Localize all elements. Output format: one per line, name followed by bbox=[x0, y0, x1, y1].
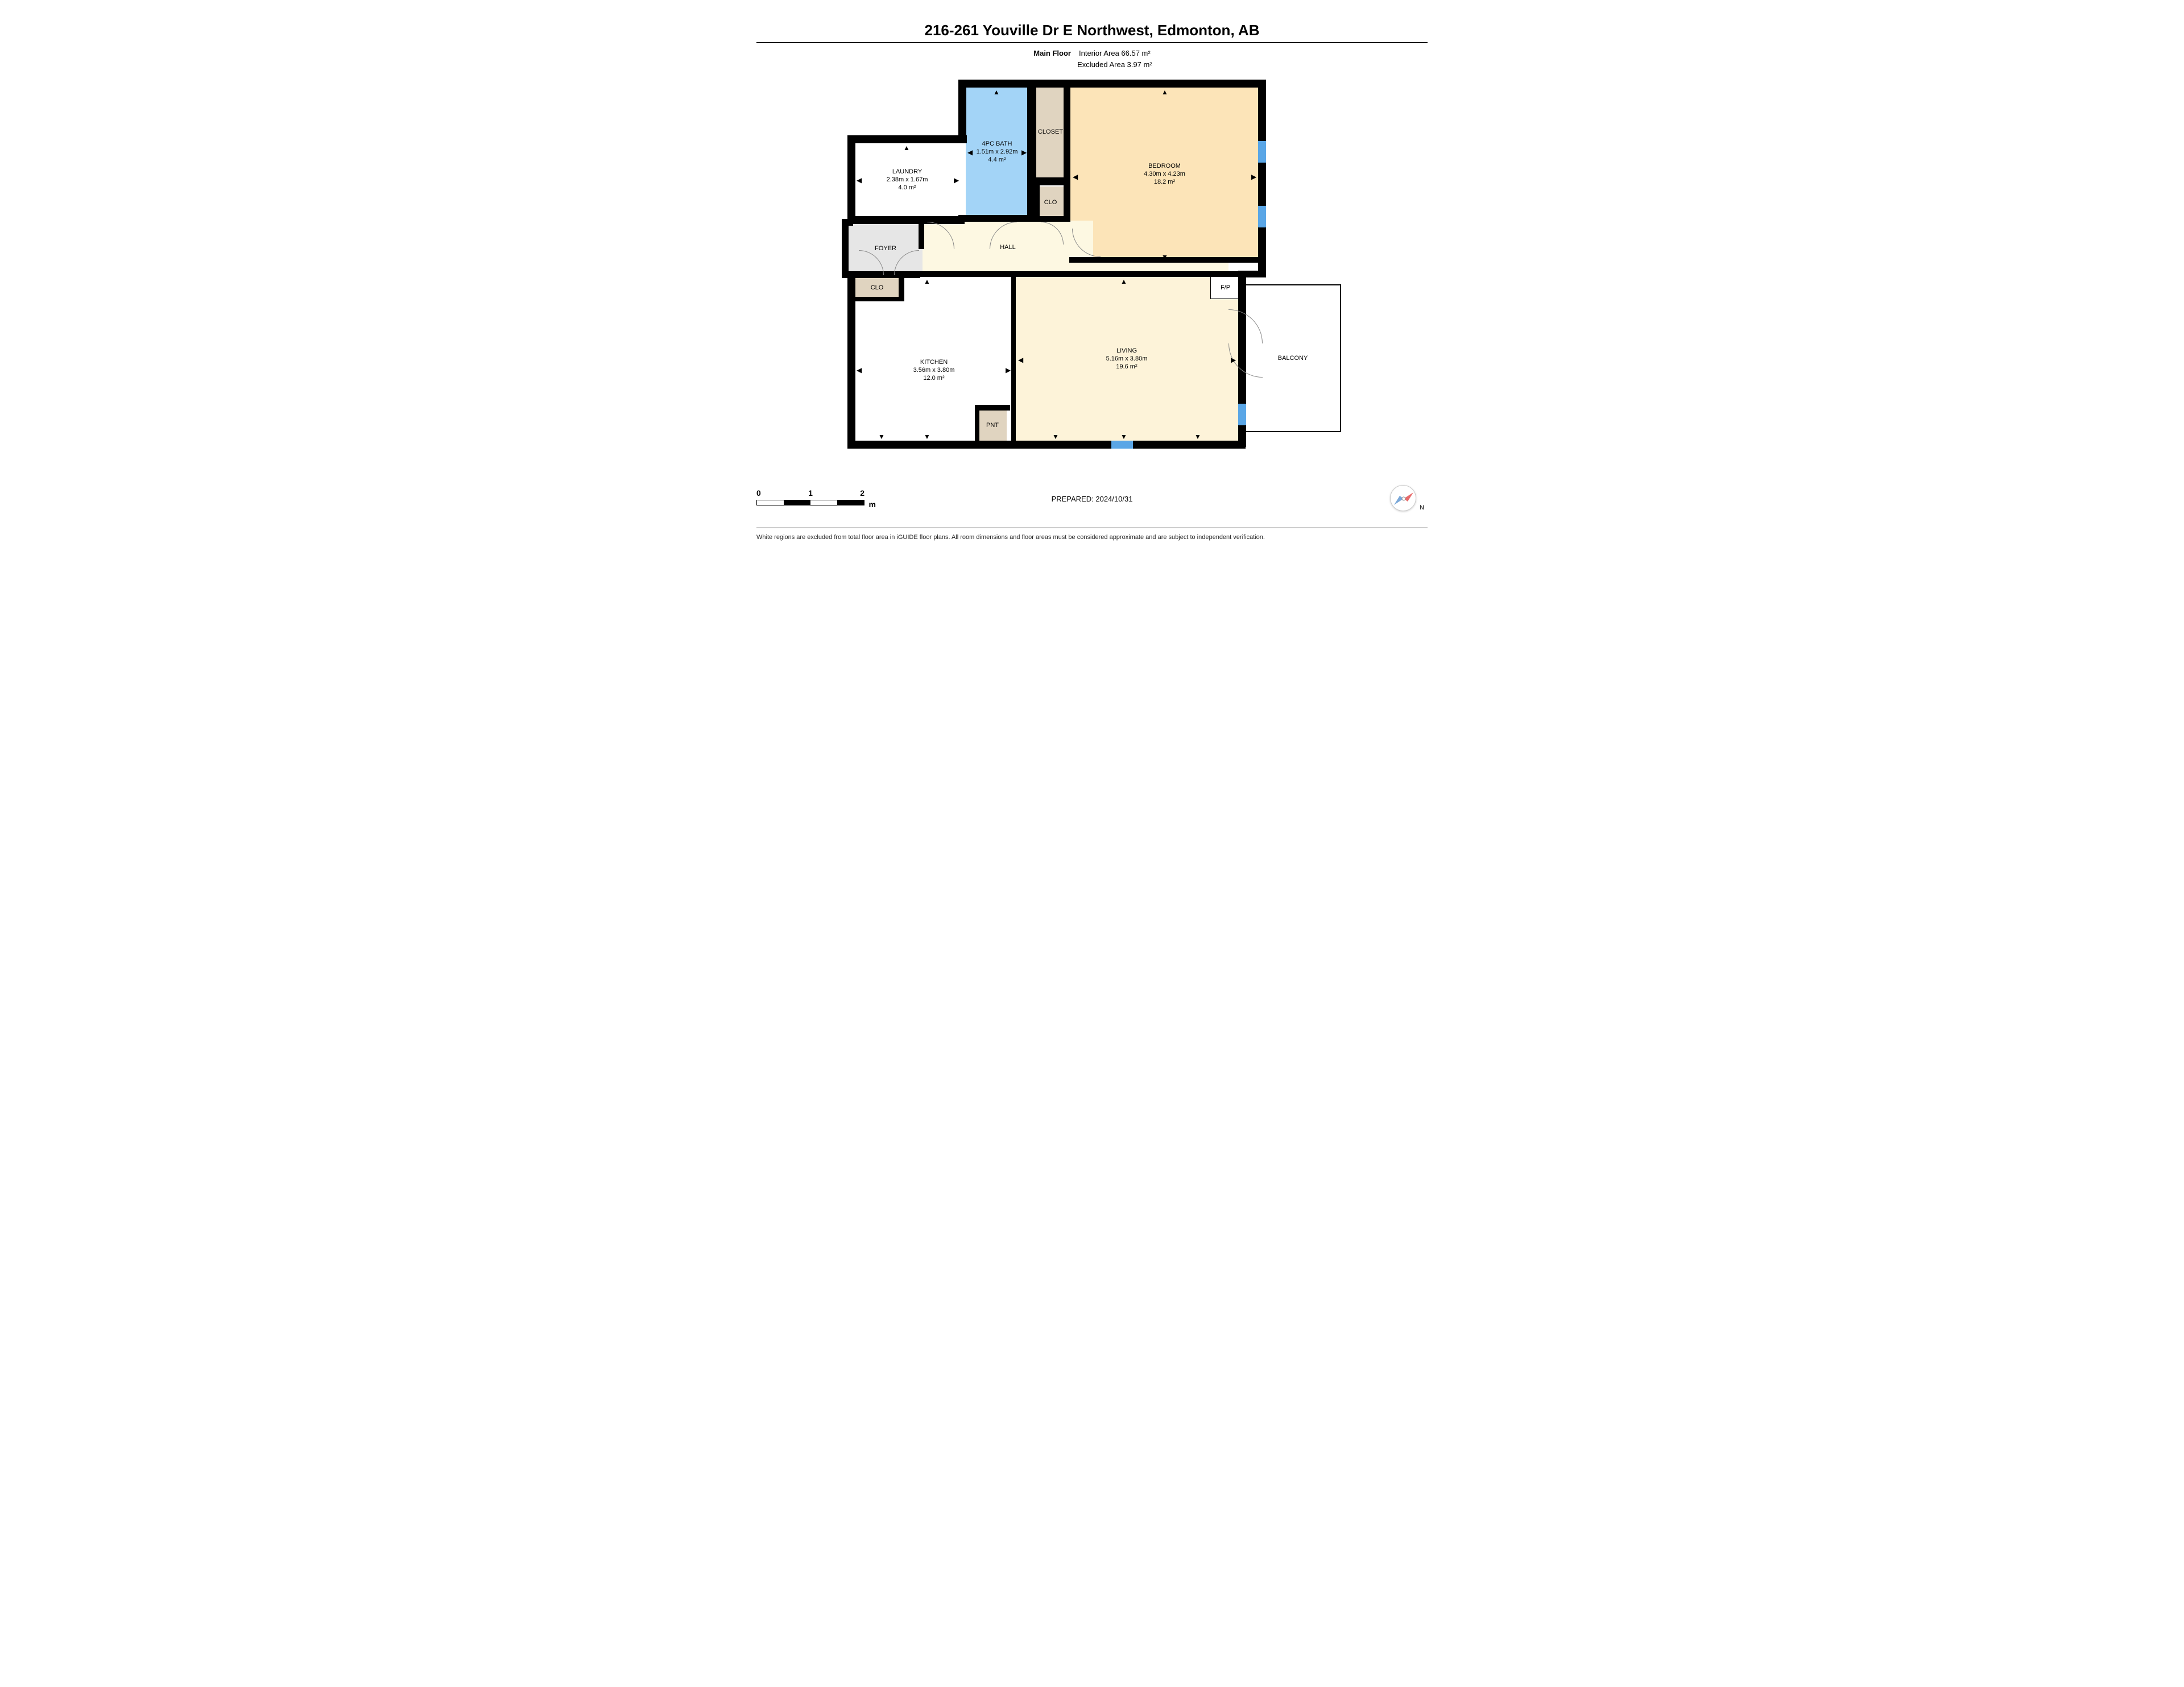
wall bbox=[958, 80, 1265, 88]
living-area: 19.6 m² bbox=[1116, 363, 1137, 371]
room-bath: 4PC BATH 1.51m x 2.92m 4.4 m² bbox=[966, 86, 1028, 217]
laundry-name: LAUNDRY bbox=[892, 168, 922, 176]
dim-arrow-icon: ▶ bbox=[1231, 357, 1236, 363]
wall bbox=[1258, 80, 1266, 277]
interior-area: Interior Area 66.57 m² bbox=[1079, 48, 1151, 59]
wall bbox=[1035, 216, 1069, 222]
dim-arrow-icon: ▲ bbox=[1161, 89, 1168, 96]
compass: N bbox=[1390, 485, 1416, 511]
dim-arrow-icon: ▲ bbox=[1120, 278, 1127, 285]
laundry-area: 4.0 m² bbox=[898, 184, 916, 192]
wall bbox=[1035, 177, 1067, 185]
page: 216-261 Youville Dr E Northwest, Edmonto… bbox=[728, 0, 1456, 562]
wall bbox=[847, 441, 1246, 449]
dim-arrow-icon: ▼ bbox=[878, 433, 885, 440]
room-pnt: PNT bbox=[978, 409, 1007, 441]
wall bbox=[899, 271, 904, 300]
window bbox=[1258, 206, 1266, 227]
dim-arrow-icon: ◀ bbox=[967, 149, 973, 156]
dim-arrow-icon: ◀ bbox=[1073, 173, 1078, 180]
wall bbox=[852, 216, 965, 224]
bedroom-area: 18.2 m² bbox=[1154, 178, 1175, 186]
dim-arrow-icon: ▼ bbox=[1120, 433, 1127, 440]
living-name: LIVING bbox=[1116, 347, 1137, 355]
window bbox=[1111, 441, 1133, 449]
room-fp: F/P bbox=[1210, 276, 1240, 299]
room-closet1: CLOSET bbox=[1036, 86, 1065, 177]
dim-arrow-icon: ◀ bbox=[857, 177, 862, 184]
fp-name: F/P bbox=[1221, 284, 1230, 292]
dim-arrow-icon: ◀ bbox=[857, 367, 862, 374]
wall bbox=[920, 271, 1242, 277]
meta-block: Main Floor Interior Area 66.57 m² Main F… bbox=[728, 48, 1456, 71]
bedroom-name: BEDROOM bbox=[1148, 162, 1181, 170]
dim-arrow-icon: ▼ bbox=[1161, 254, 1168, 260]
kitchen-area: 12.0 m² bbox=[923, 374, 944, 382]
page-title: 216-261 Youville Dr E Northwest, Edmonto… bbox=[728, 22, 1456, 39]
disclaimer: White regions are excluded from total fl… bbox=[756, 534, 1428, 541]
wall bbox=[975, 405, 979, 442]
room-laundry: LAUNDRY 2.38m x 1.67m 4.0 m² bbox=[853, 142, 961, 217]
dim-arrow-icon: ▼ bbox=[1052, 433, 1059, 440]
dim-arrow-icon: ▲ bbox=[993, 89, 1000, 96]
dim-arrow-icon: ▶ bbox=[1006, 367, 1011, 374]
floor-label: Main Floor bbox=[1033, 48, 1071, 59]
excluded-area: Excluded Area 3.97 m² bbox=[1077, 59, 1152, 71]
clo-foyer-name: CLO bbox=[871, 284, 884, 292]
dim-arrow-icon: ▼ bbox=[1194, 433, 1201, 440]
wall bbox=[1064, 80, 1070, 222]
window bbox=[1258, 141, 1266, 163]
floor-plan: 4PC BATH 1.51m x 2.92m 4.4 m² CLOSET CLO… bbox=[842, 80, 1354, 455]
closet1-name: CLOSET bbox=[1038, 128, 1063, 136]
room-clo-foyer: CLO bbox=[854, 276, 900, 299]
wall bbox=[958, 215, 1032, 222]
wall bbox=[958, 80, 966, 142]
laundry-dims: 2.38m x 1.67m bbox=[887, 176, 928, 184]
living-dims: 5.16m x 3.80m bbox=[1106, 355, 1148, 363]
balcony-name: BALCONY bbox=[1278, 354, 1308, 362]
foyer-name: FOYER bbox=[875, 244, 896, 252]
pnt-name: PNT bbox=[986, 421, 999, 429]
wall bbox=[975, 405, 1010, 411]
dim-arrow-icon: ▼ bbox=[924, 433, 930, 440]
bath-name: 4PC BATH bbox=[982, 140, 1012, 148]
title-rule bbox=[756, 42, 1428, 43]
clo-bed-name: CLO bbox=[1044, 198, 1057, 206]
compass-n: N bbox=[1420, 504, 1424, 511]
wall bbox=[919, 221, 924, 249]
dim-arrow-icon: ▶ bbox=[954, 177, 959, 184]
wall bbox=[847, 135, 855, 223]
compass-icon bbox=[1390, 485, 1416, 511]
bath-dims: 1.51m x 2.92m bbox=[977, 148, 1018, 156]
room-clo-bed: CLO bbox=[1036, 186, 1065, 218]
dim-arrow-icon: ▶ bbox=[1251, 173, 1256, 180]
wall bbox=[842, 219, 849, 276]
prepared-date: PREPARED: 2024/10/31 bbox=[728, 495, 1456, 503]
bath-area: 4.4 m² bbox=[988, 156, 1006, 164]
dim-arrow-icon: ▲ bbox=[924, 278, 930, 285]
room-living: LIVING 5.16m x 3.80m 19.6 m² bbox=[1014, 276, 1240, 441]
wall bbox=[1035, 177, 1040, 218]
dim-arrow-icon: ▲ bbox=[903, 144, 910, 151]
bedroom-dims: 4.30m x 4.23m bbox=[1144, 170, 1185, 178]
kitchen-dims: 3.56m x 3.80m bbox=[913, 366, 955, 374]
wall bbox=[847, 135, 967, 143]
kitchen-name: KITCHEN bbox=[920, 358, 948, 366]
window bbox=[1238, 404, 1246, 425]
wall bbox=[852, 297, 904, 301]
wall bbox=[1011, 274, 1016, 442]
dim-arrow-icon: ◀ bbox=[1018, 357, 1023, 363]
dim-arrow-icon: ▶ bbox=[1021, 149, 1027, 156]
